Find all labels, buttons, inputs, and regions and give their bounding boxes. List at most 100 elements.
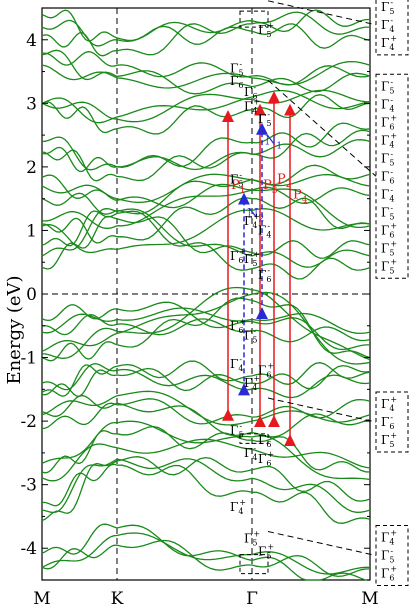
irrep-subscript: 6 xyxy=(389,122,394,131)
band-line xyxy=(41,164,371,215)
side-box-connector xyxy=(267,0,377,26)
side-box-connector xyxy=(267,397,377,423)
irrep-superscript: + xyxy=(390,131,397,140)
irrep-subscript: 5 xyxy=(252,539,257,548)
irrep-superscript: + xyxy=(239,498,246,507)
band-line xyxy=(41,301,370,351)
gamma-irrep-label: Γ4+ xyxy=(244,374,260,392)
irrep-superscript: + xyxy=(253,250,260,259)
band-line xyxy=(41,210,371,280)
band-line xyxy=(41,539,371,578)
side-irrep-box xyxy=(375,391,409,453)
irrep-superscript: + xyxy=(267,542,274,551)
y-tick-label: -4 xyxy=(20,539,37,559)
side-irrep-label: Γ4- xyxy=(381,95,394,113)
transition-label-subscript: 2 xyxy=(258,215,264,225)
side-irrep-label: Γ6- xyxy=(381,167,394,185)
side-box-connector xyxy=(267,531,377,556)
gamma-irrep-label: Γ5- xyxy=(244,326,257,344)
band-line xyxy=(41,122,371,173)
side-irrep-label: Γ5- xyxy=(381,149,394,167)
gamma-irrep-label: Γ6+ xyxy=(258,450,274,468)
y-tick-label: 3 xyxy=(26,94,37,114)
side-irrep-label: Γ4+ xyxy=(381,529,397,547)
band-line xyxy=(41,523,370,581)
irrep-superscript: + xyxy=(390,395,397,404)
band-line xyxy=(41,174,371,209)
band-line xyxy=(41,11,370,47)
irrep-subscript: 4 xyxy=(252,383,257,392)
irrep-subscript: 4 xyxy=(252,107,257,116)
gamma-irrep-label: Γ4+ xyxy=(244,212,260,230)
irrep-superscript: - xyxy=(267,221,270,230)
irrep-subscript: 5 xyxy=(252,259,257,268)
irrep-subscript: 5 xyxy=(389,7,394,16)
irrep-subscript: 5 xyxy=(266,119,271,128)
gamma-irrep-label: Γ5- xyxy=(230,422,243,440)
gamma-irrep-label: Γ5+ xyxy=(258,21,274,39)
y-tick-label: -3 xyxy=(20,476,37,496)
irrep-subscript: 5 xyxy=(389,248,394,257)
band-line xyxy=(41,208,371,254)
irrep-superscript: - xyxy=(390,149,393,158)
irrep-subscript: 4 xyxy=(238,507,243,516)
irrep-superscript: - xyxy=(267,110,270,119)
gamma-irrep-label: Γ6- xyxy=(258,266,271,284)
irrep-subscript: 6 xyxy=(266,459,271,468)
band-line xyxy=(41,314,371,343)
irrep-subscript: 4 xyxy=(389,194,394,203)
irrep-superscript: - xyxy=(253,83,256,92)
band-line xyxy=(41,398,371,430)
irrep-subscript: 4 xyxy=(389,43,394,52)
gamma-irrep-label: Γ4- xyxy=(258,221,271,239)
transition-label-subscript: 1 xyxy=(276,142,282,152)
irrep-superscript: - xyxy=(390,16,393,25)
irrep-subscript: 5 xyxy=(389,266,394,275)
irrep-superscript: - xyxy=(239,355,242,364)
irrep-subscript: 4 xyxy=(389,140,394,149)
band-line xyxy=(41,49,371,95)
irrep-subscript: 5 xyxy=(389,212,394,221)
irrep-superscript: + xyxy=(390,34,397,43)
transition-label-subscript: 4 xyxy=(302,196,308,206)
x-tick-label: M xyxy=(33,589,50,609)
band-line xyxy=(41,136,371,171)
y-tick-label: -2 xyxy=(20,412,37,432)
band-line xyxy=(41,363,371,399)
cluster-box xyxy=(239,433,269,444)
irrep-subscript: 4 xyxy=(389,538,394,547)
cluster-box xyxy=(239,554,269,575)
irrep-subscript: 6 xyxy=(389,176,394,185)
irrep-superscript: + xyxy=(390,257,397,266)
band-line xyxy=(41,364,371,397)
irrep-subscript: 6 xyxy=(266,370,271,379)
irrep-subscript: 4 xyxy=(389,104,394,113)
gamma-irrep-label: Γ5- xyxy=(258,110,271,128)
side-irrep-box xyxy=(375,0,409,56)
gamma-irrep-label: Γ4- xyxy=(244,444,257,462)
x-tick-label: Γ xyxy=(246,589,258,609)
plot-area xyxy=(41,7,371,581)
side-irrep-box xyxy=(375,73,409,279)
irrep-subscript: 5 xyxy=(252,335,257,344)
gamma-irrep-label: Γ5- xyxy=(230,59,243,77)
irrep-superscript: - xyxy=(253,444,256,453)
band-line xyxy=(41,60,371,89)
band-line xyxy=(41,291,371,365)
irrep-superscript: + xyxy=(390,431,397,440)
band-line xyxy=(41,208,371,268)
side-irrep-label: Γ4- xyxy=(381,16,394,34)
irrep-subscript: 6 xyxy=(389,422,394,431)
band-line xyxy=(41,456,371,522)
band-line xyxy=(41,420,371,481)
irrep-superscript: + xyxy=(253,98,260,107)
band-line xyxy=(41,532,370,575)
irrep-superscript: - xyxy=(267,431,270,440)
irrep-subscript: 6 xyxy=(252,92,257,101)
gamma-irrep-label: Γ5- xyxy=(230,171,243,189)
irrep-superscript: + xyxy=(253,212,260,221)
irrep-superscript: + xyxy=(390,529,397,538)
irrep-subscript: 4 xyxy=(389,25,394,34)
irrep-subscript: 5 xyxy=(238,180,243,189)
